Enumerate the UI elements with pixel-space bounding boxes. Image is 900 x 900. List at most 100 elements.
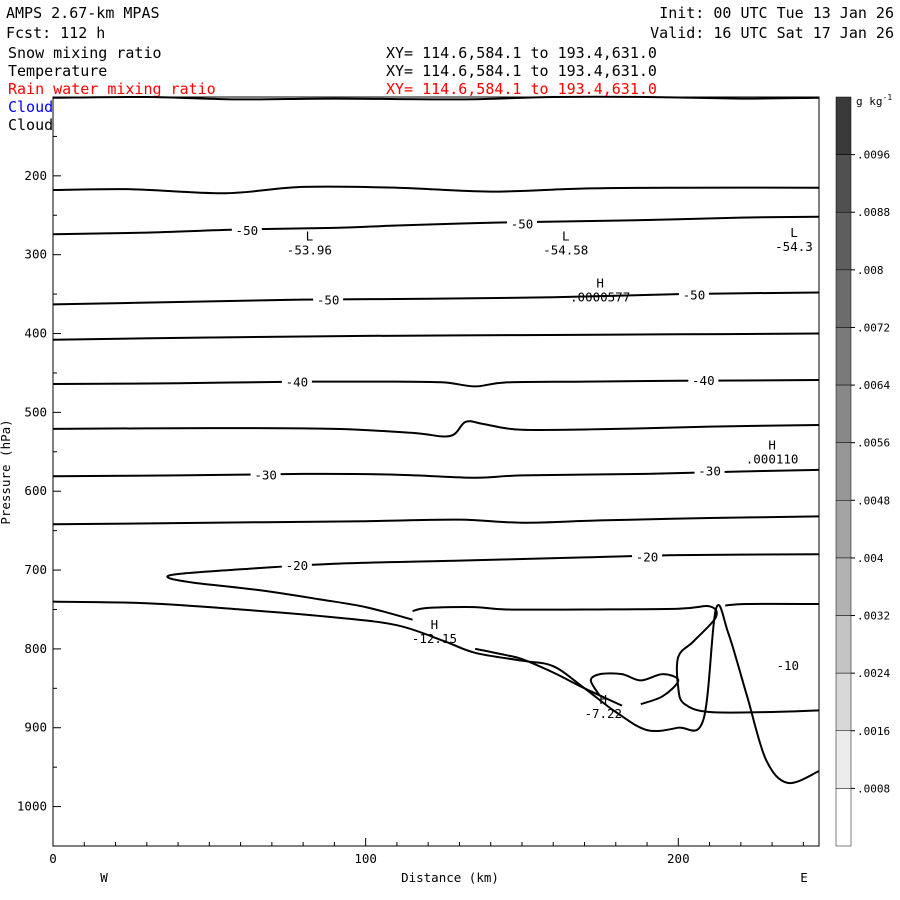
colorbar-swatch (835, 154, 852, 213)
extrema-markers: L-53.96L-54.58L-54.3H.0000577H.000110H-1… (287, 225, 813, 721)
colorbar-label: .0096 (857, 149, 890, 162)
y-tick-label: 600 (24, 483, 47, 498)
contour-label-bg (281, 374, 312, 389)
contour-label: -30 (698, 464, 721, 479)
x-tick-label: 200 (667, 851, 690, 866)
colorbar-unit: g kg-1 (856, 93, 892, 108)
field-xy: XY= 114.6,584.1 to 193.4,631.0 (386, 44, 657, 62)
contour-label: -20 (286, 558, 309, 573)
temperature-contour-line (589, 672, 680, 706)
extremum-type: H (768, 437, 776, 452)
contour-label: -10 (776, 658, 799, 673)
contour-labels: -50 -50 -50 -50 -40 -40 -30 -30 -20 -20 -10 (231, 216, 803, 673)
extremum-value: -54.58 (543, 242, 588, 257)
extremum-value: .0000577 (570, 290, 630, 305)
west-label: W (100, 870, 108, 885)
contour-label-bg (281, 558, 312, 573)
colorbar-label: .0016 (857, 725, 890, 738)
extremum-type: L (306, 228, 314, 243)
y-axis-ticks: 200 300 400 500 600 700 800 900 1000 (17, 135, 61, 814)
y-tick-label: 300 (24, 247, 47, 262)
contour-label: -30 (254, 467, 277, 482)
y-tick-label: 1000 (17, 799, 47, 814)
colorbar-label: .0008 (857, 782, 890, 795)
init-time: Init: 00 UTC Tue 13 Jan 26 (659, 4, 894, 22)
contour-label-bg (506, 216, 537, 231)
model-title: AMPS 2.67-km MPAS (6, 4, 160, 22)
contour-label-bg (688, 372, 719, 387)
contour-label: -50 (511, 217, 534, 232)
contour-label-bg (694, 463, 725, 478)
colorbar-label: .0032 (857, 610, 890, 623)
forecast-hour: Fcst: 112 h (6, 24, 105, 42)
contour-label: -20 (636, 549, 659, 564)
extremum-type: H (596, 276, 604, 291)
temperature-contour-line (52, 291, 820, 306)
extremum-value: -12.15 (412, 631, 457, 646)
x-axis-label: Distance (km) (401, 870, 499, 885)
y-axis-label: Pressure (hPa) (0, 419, 13, 524)
contour-label: -50 (683, 288, 706, 303)
contour-label: -40 (286, 374, 309, 389)
temperature-contour-line (166, 553, 820, 621)
x-axis-ticks: 0 100 200 (49, 838, 804, 866)
contour-label-bg (678, 287, 709, 302)
temperature-contour-line (52, 379, 820, 388)
field-xy: XY= 114.6,584.1 to 193.4,631.0 (386, 62, 657, 80)
colorbar-swatch (835, 557, 852, 616)
temperature-contour-line (52, 215, 820, 236)
contour-label-bg (231, 223, 262, 238)
contour-label-bg (632, 549, 663, 564)
temperature-contour-line (52, 185, 820, 195)
colorbar-swatch (835, 788, 852, 847)
field-name: Temperature (8, 62, 107, 80)
colorbar-swatch (835, 269, 852, 328)
y-tick-label: 500 (24, 404, 47, 419)
temperature-contour-line (52, 332, 820, 341)
colorbar-label: .0072 (857, 321, 890, 334)
colorbar-label: .0048 (857, 494, 890, 507)
extremum-type: L (790, 225, 798, 240)
extremum-type: L (562, 228, 570, 243)
colorbar-label: .0064 (857, 379, 890, 392)
colorbar-label: .0056 (857, 437, 890, 450)
plot-area: -50 -50-50 -50-40 -40-30 -30-20-20-10 L-53.9… (17, 95, 820, 866)
valid-time: Valid: 16 UTC Sat 17 Jan 26 (650, 24, 894, 42)
field-name: Rain water mixing ratio (8, 80, 216, 98)
temperature-contour-line (52, 95, 820, 101)
colorbar: g kg-1 .0096 .0088 .008 .0072 .0064 .0056 .004… (835, 93, 892, 847)
colorbar-swatch (835, 672, 852, 732)
extremum-value: -7.22 (584, 706, 622, 721)
colorbar-swatch (835, 500, 852, 559)
extremum-value: -54.3 (775, 239, 813, 254)
colorbar-swatch (835, 96, 852, 155)
colorbar-swatch (835, 730, 852, 789)
temperature-contour-line (52, 420, 820, 438)
colorbar-swatch (835, 211, 852, 271)
contour-label: -40 (692, 373, 715, 388)
contour-label-bg (313, 292, 344, 307)
y-tick-label: 900 (24, 720, 47, 735)
y-tick-label: 700 (24, 562, 47, 577)
y-tick-label: 200 (24, 168, 47, 183)
field-xy: XY= 114.6,584.1 to 193.4,631.0 (386, 80, 657, 98)
terrain-line (52, 600, 820, 785)
contour-label: -50 (236, 223, 259, 238)
colorbar-label: .0024 (857, 667, 890, 680)
colorbar-swatch (835, 384, 852, 443)
plot-frame (52, 96, 820, 847)
colorbar-label: .004 (857, 552, 884, 565)
terrain-outline (52, 600, 820, 785)
east-label: E (800, 870, 808, 885)
colorbar-swatch (835, 615, 852, 674)
extremum-value: .000110 (746, 451, 799, 466)
temperature-contour-line (725, 602, 820, 607)
contour-label-bg (250, 467, 281, 482)
contour-label: -50 (317, 292, 340, 307)
colorbar-swatch (835, 327, 852, 386)
temperature-contour-line (412, 604, 820, 714)
x-tick-label: 100 (354, 851, 377, 866)
y-tick-label: 800 (24, 641, 47, 656)
extremum-value: -53.96 (287, 242, 332, 257)
